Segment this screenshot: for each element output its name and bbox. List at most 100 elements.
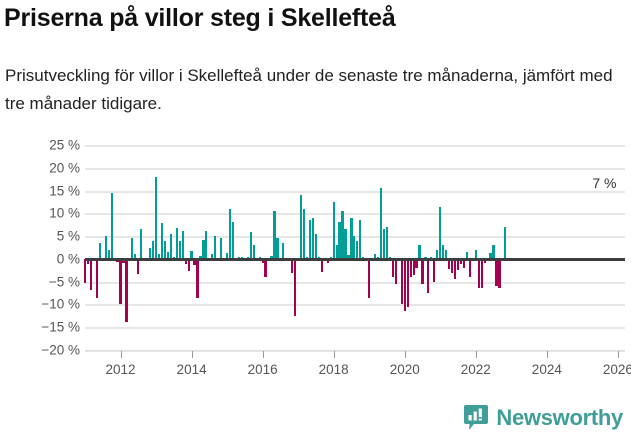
x-axis-tick-label: 2020 (389, 362, 420, 377)
bar (249, 231, 252, 259)
bar (480, 258, 483, 289)
bar (335, 245, 338, 259)
bar (187, 258, 190, 271)
bar (294, 258, 297, 316)
bar (362, 256, 365, 259)
bar (300, 195, 303, 259)
bar-chart-bubble-icon (464, 405, 489, 431)
bar (95, 258, 98, 298)
bar (453, 258, 457, 280)
bar (456, 258, 460, 271)
x-axis-tick-label: 2012 (105, 362, 136, 377)
bar (98, 243, 101, 259)
bar (424, 256, 427, 259)
bar (184, 258, 187, 265)
bar (276, 238, 279, 259)
bar (140, 229, 143, 259)
bar (477, 258, 480, 289)
bar (394, 258, 397, 284)
gridline (85, 304, 625, 307)
y-axis-tick-label: −15 % (41, 319, 80, 335)
newsworthy-logo[interactable]: Newsworthy (464, 405, 623, 431)
bar (291, 258, 294, 273)
bar (122, 258, 125, 264)
bar (237, 256, 241, 259)
bar (445, 249, 448, 259)
bar (418, 245, 421, 259)
bar (338, 222, 341, 259)
gridline (85, 327, 625, 330)
bar (131, 238, 134, 259)
y-axis-tick-label: 10 % (49, 205, 80, 221)
bar (498, 258, 501, 289)
bar (125, 258, 128, 322)
bar (157, 254, 161, 259)
gridline (85, 167, 625, 170)
bar (270, 256, 273, 259)
x-axis-tick-label: 2024 (531, 362, 562, 377)
bar (83, 258, 87, 284)
bar (388, 256, 391, 259)
page-title: Priserna på villor steg i Skellefteå (4, 4, 396, 32)
y-axis-tick-label: 25 % (49, 137, 80, 153)
bar (311, 217, 315, 259)
bar (374, 254, 377, 259)
y-axis-tick-label: −5 % (48, 274, 80, 290)
bar (483, 258, 486, 264)
bar (326, 258, 329, 264)
y-axis-tick-label: −20 % (41, 342, 80, 358)
bar (442, 245, 445, 259)
bar (214, 236, 217, 259)
bar (160, 223, 164, 259)
bar (110, 192, 113, 259)
bar (468, 258, 471, 278)
bar (350, 217, 353, 259)
bar (196, 258, 199, 298)
bar (175, 227, 178, 259)
bar (314, 233, 317, 259)
bar (320, 258, 323, 272)
bar (137, 258, 140, 275)
bar (273, 211, 276, 259)
x-axis-tick-label: 2018 (318, 362, 349, 377)
bar (119, 258, 122, 305)
bar (225, 253, 229, 259)
bar (305, 256, 309, 259)
x-axis-tick (546, 351, 548, 358)
bar (149, 247, 152, 259)
gridline (85, 145, 625, 147)
bar (264, 258, 267, 278)
x-axis-tick (262, 351, 264, 358)
bar (465, 252, 468, 259)
x-axis-tick-label: 2014 (176, 362, 207, 377)
bar (415, 258, 418, 268)
bar (474, 249, 477, 259)
x-axis-tick-label: 2026 (602, 362, 631, 377)
bar (193, 258, 196, 266)
gridline (85, 213, 625, 216)
y-axis-tick-label: 0 % (56, 251, 80, 267)
bar (89, 258, 92, 290)
bar (492, 245, 495, 259)
bar (166, 252, 169, 259)
x-axis-tick (120, 351, 122, 358)
bar (391, 258, 394, 278)
bar (400, 258, 403, 305)
last-value-label: 7 % (592, 174, 617, 191)
bar (504, 227, 507, 259)
bar (376, 256, 380, 259)
zero-line (85, 257, 625, 261)
bar (353, 236, 356, 259)
bar (246, 256, 249, 259)
bar (202, 239, 205, 259)
x-axis-tick-label: 2016 (247, 362, 278, 377)
bar (368, 258, 371, 298)
y-axis-labels: 25 % 20 % 15 % 10 % 5 % 0 % −5 % −10 % −15 % −20 … (0, 138, 80, 358)
bar (409, 258, 412, 278)
bar (450, 258, 454, 273)
bar (347, 255, 350, 259)
gridline (85, 190, 625, 193)
y-axis-tick-label: −10 % (41, 296, 80, 312)
bar-chart: 25 % 20 % 15 % 10 % 5 % 0 % −5 % −10 % −15 % −20 … (0, 138, 631, 395)
